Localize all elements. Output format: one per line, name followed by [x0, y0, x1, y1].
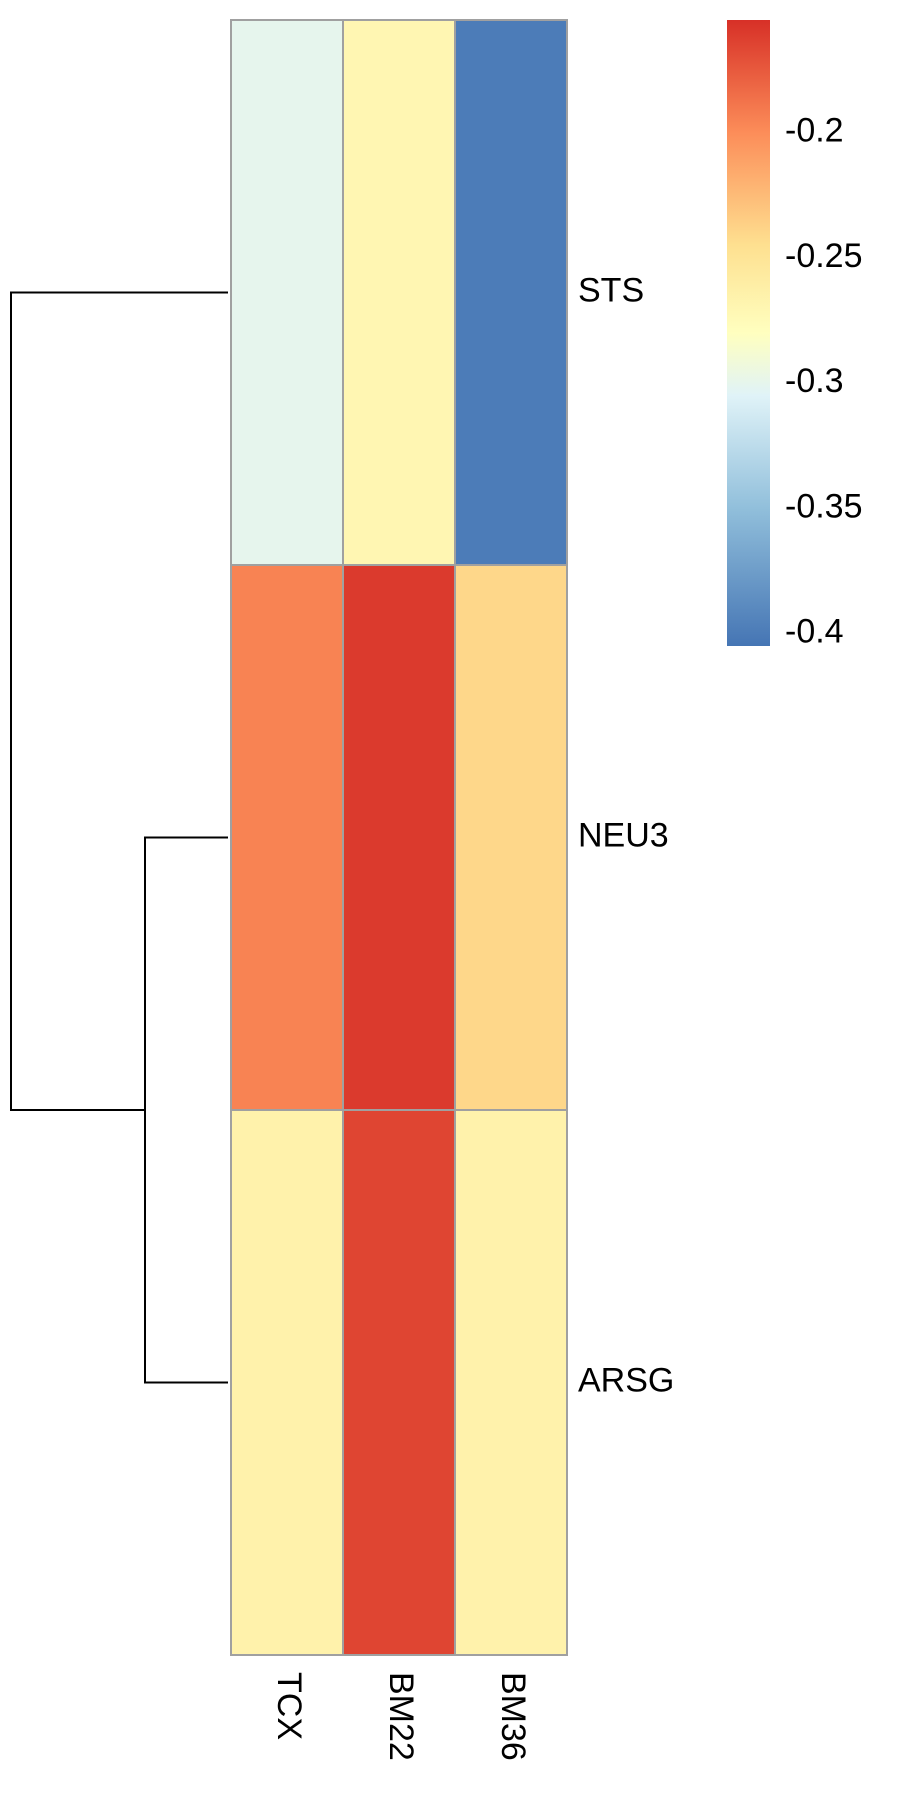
color-legend-bar	[727, 20, 770, 646]
heatmap-cell-arsg-tcx	[230, 1109, 344, 1656]
row-label-arsg: ARSG	[578, 1361, 674, 1399]
row-labels: STS NEU3 ARSG	[578, 271, 674, 1399]
heatmap-cells	[230, 19, 568, 1656]
heatmap-cell-sts-tcx	[230, 19, 344, 566]
heatmap-cell-neu3-bm22	[342, 564, 456, 1111]
heatmap-cell-neu3-tcx	[230, 564, 344, 1111]
row-dendrogram	[10, 291, 228, 1384]
legend-tick-label: -0.4	[785, 612, 844, 650]
column-label-tcx: TCX	[270, 1672, 308, 1740]
heatmap-cell-arsg-bm22	[342, 1109, 456, 1656]
legend-tick-label: -0.35	[785, 487, 863, 525]
dendrogram-branch-2	[10, 291, 228, 1111]
column-label-bm36: BM36	[494, 1672, 532, 1761]
row-label-sts: STS	[578, 271, 644, 309]
legend-tick-label: -0.3	[785, 362, 844, 400]
heatmap-cell-arsg-bm36	[454, 1109, 568, 1656]
heatmap-cell-sts-bm36	[454, 19, 568, 566]
color-legend: -0.2 -0.25 -0.3 -0.35 -0.4	[727, 20, 863, 650]
row-label-neu3: NEU3	[578, 816, 669, 854]
column-label-bm22: BM22	[382, 1672, 420, 1761]
column-labels: TCX BM22 BM36	[270, 1672, 532, 1761]
legend-tick-label: -0.25	[785, 237, 863, 275]
heatmap-cell-sts-bm22	[342, 19, 456, 566]
dendrogram-branch-1	[144, 836, 228, 1384]
legend-tick-label: -0.2	[785, 112, 844, 150]
heatmap-cell-neu3-bm36	[454, 564, 568, 1111]
